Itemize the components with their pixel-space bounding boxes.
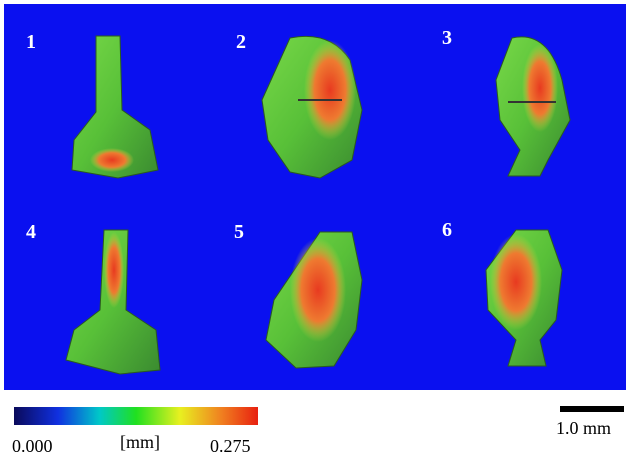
specimen-2	[261, 35, 363, 179]
panel-label: 5	[234, 221, 244, 243]
colorbar-unit: [mm]	[120, 432, 160, 452]
panel-label: 6	[442, 219, 452, 241]
panel-label: 4	[26, 221, 36, 243]
colorbar-max: 0.275	[210, 436, 251, 456]
colorbar	[14, 407, 258, 425]
specimen-3	[495, 36, 571, 177]
panel-label: 2	[236, 31, 246, 53]
panel-label: 1	[26, 31, 36, 53]
specimen-4	[65, 229, 161, 375]
specimen-6	[485, 229, 563, 367]
panel-label: 3	[442, 27, 452, 49]
colorbar-min: 0.000	[12, 436, 53, 456]
scale-bar	[560, 406, 624, 412]
specimen-5	[265, 231, 363, 369]
specimen-1	[71, 35, 159, 179]
scale-bar-label: 1.0 mm	[556, 418, 611, 438]
